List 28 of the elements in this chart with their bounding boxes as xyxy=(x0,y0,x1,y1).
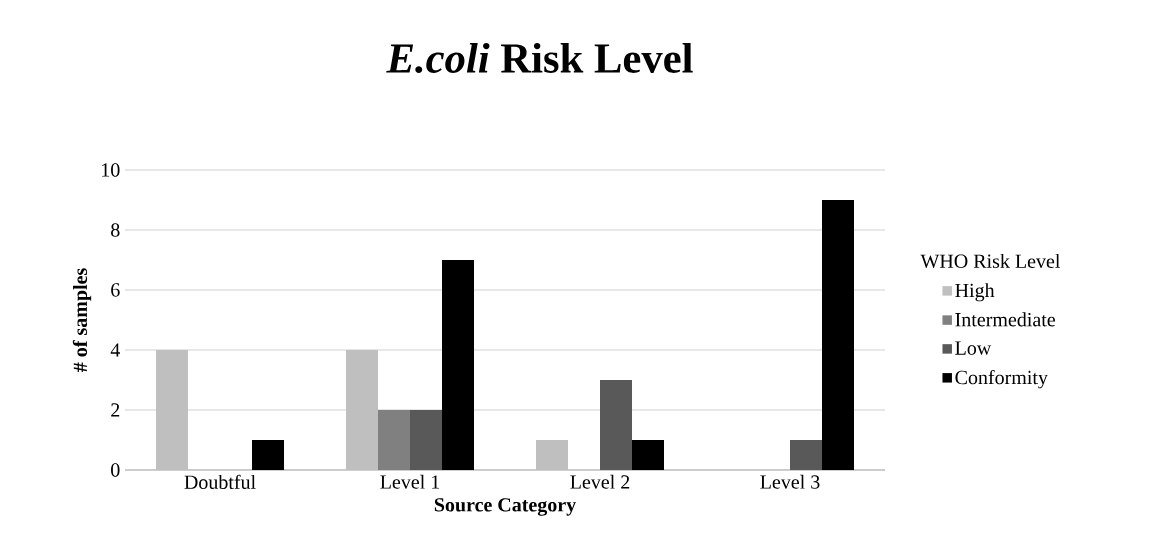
bar xyxy=(410,409,443,470)
bar xyxy=(252,439,285,470)
x-tick-label: Level 2 xyxy=(570,474,630,489)
y-axis-title: # of samples xyxy=(72,268,92,372)
legend-title: WHO Risk Level xyxy=(920,253,1061,269)
bar xyxy=(790,439,822,470)
y-tick-label: 2 xyxy=(111,403,120,417)
bar xyxy=(632,439,664,470)
bar xyxy=(822,199,854,470)
bar xyxy=(156,349,189,470)
x-tick-label: Level 1 xyxy=(380,474,440,489)
chart-title: E.coli Risk Level xyxy=(386,42,693,74)
x-axis-title: Source Category xyxy=(434,498,576,516)
legend-label: Conformity xyxy=(955,369,1048,389)
y-tick-label: 6 xyxy=(111,283,120,297)
x-tick-label: Level 3 xyxy=(760,474,820,489)
bar xyxy=(346,349,379,470)
x-tick-label: Doubtful xyxy=(184,474,256,489)
y-tick-label: 10 xyxy=(102,163,120,177)
legend-label: High xyxy=(955,283,995,302)
y-tick-label: 4 xyxy=(110,343,120,357)
y-tick-label: 0 xyxy=(111,463,120,477)
legend-label: Low xyxy=(955,341,992,355)
legend-label: Intermediate xyxy=(955,312,1055,327)
y-tick-label: 8 xyxy=(111,223,120,237)
bar xyxy=(536,439,569,470)
bar xyxy=(600,379,632,470)
bar xyxy=(442,259,475,470)
